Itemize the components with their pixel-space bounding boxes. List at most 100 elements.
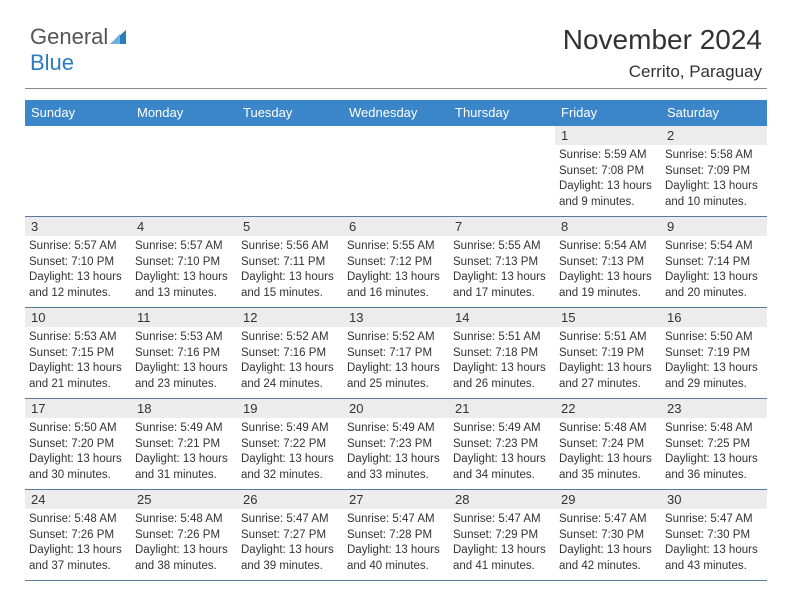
sunset-text: Sunset: 7:17 PM <box>347 346 445 362</box>
daylight-text: and 35 minutes. <box>559 468 657 484</box>
sunset-text: Sunset: 7:19 PM <box>559 346 657 362</box>
day-cell <box>131 126 237 216</box>
day-number: 3 <box>25 217 131 236</box>
sunrise-text: Sunrise: 5:55 AM <box>347 239 445 255</box>
daylight-text: Daylight: 13 hours <box>559 179 657 195</box>
sunrise-text: Sunrise: 5:48 AM <box>559 421 657 437</box>
calendar: Sunday Monday Tuesday Wednesday Thursday… <box>25 100 767 581</box>
day-cell: 19Sunrise: 5:49 AMSunset: 7:22 PMDayligh… <box>237 399 343 489</box>
sunrise-text: Sunrise: 5:53 AM <box>135 330 233 346</box>
logo-text-1: General <box>30 24 108 49</box>
daylight-text: Daylight: 13 hours <box>29 361 127 377</box>
sunset-text: Sunset: 7:20 PM <box>29 437 127 453</box>
daylight-text: and 15 minutes. <box>241 286 339 302</box>
day-cell: 22Sunrise: 5:48 AMSunset: 7:24 PMDayligh… <box>555 399 661 489</box>
day-number: 23 <box>661 399 767 418</box>
sunrise-text: Sunrise: 5:57 AM <box>29 239 127 255</box>
daylight-text: and 41 minutes. <box>453 559 551 575</box>
week-row: 17Sunrise: 5:50 AMSunset: 7:20 PMDayligh… <box>25 399 767 490</box>
sunrise-text: Sunrise: 5:47 AM <box>241 512 339 528</box>
day-number: 11 <box>131 308 237 327</box>
daylight-text: Daylight: 13 hours <box>135 543 233 559</box>
daylight-text: Daylight: 13 hours <box>29 452 127 468</box>
day-number: 30 <box>661 490 767 509</box>
sunrise-text: Sunrise: 5:47 AM <box>665 512 763 528</box>
sunrise-text: Sunrise: 5:53 AM <box>29 330 127 346</box>
daylight-text: and 9 minutes. <box>559 195 657 211</box>
day-number: 6 <box>343 217 449 236</box>
day-cell: 4Sunrise: 5:57 AMSunset: 7:10 PMDaylight… <box>131 217 237 307</box>
daylight-text: Daylight: 13 hours <box>241 543 339 559</box>
day-cell: 13Sunrise: 5:52 AMSunset: 7:17 PMDayligh… <box>343 308 449 398</box>
sunset-text: Sunset: 7:18 PM <box>453 346 551 362</box>
day-number: 21 <box>449 399 555 418</box>
daylight-text: Daylight: 13 hours <box>347 361 445 377</box>
sunrise-text: Sunrise: 5:48 AM <box>665 421 763 437</box>
day-cell: 28Sunrise: 5:47 AMSunset: 7:29 PMDayligh… <box>449 490 555 580</box>
daylight-text: and 34 minutes. <box>453 468 551 484</box>
sunset-text: Sunset: 7:16 PM <box>135 346 233 362</box>
sunset-text: Sunset: 7:09 PM <box>665 164 763 180</box>
daylight-text: and 38 minutes. <box>135 559 233 575</box>
sunset-text: Sunset: 7:25 PM <box>665 437 763 453</box>
sunset-text: Sunset: 7:19 PM <box>665 346 763 362</box>
daylight-text: Daylight: 13 hours <box>665 270 763 286</box>
daylight-text: and 30 minutes. <box>29 468 127 484</box>
daylight-text: and 27 minutes. <box>559 377 657 393</box>
daylight-text: Daylight: 13 hours <box>453 452 551 468</box>
daylight-text: and 20 minutes. <box>665 286 763 302</box>
sunrise-text: Sunrise: 5:48 AM <box>135 512 233 528</box>
daylight-text: Daylight: 13 hours <box>453 361 551 377</box>
day-number: 24 <box>25 490 131 509</box>
daylight-text: and 32 minutes. <box>241 468 339 484</box>
daylight-text: and 17 minutes. <box>453 286 551 302</box>
daylight-text: and 25 minutes. <box>347 377 445 393</box>
day-number: 9 <box>661 217 767 236</box>
sunset-text: Sunset: 7:23 PM <box>347 437 445 453</box>
day-number: 20 <box>343 399 449 418</box>
sunset-text: Sunset: 7:16 PM <box>241 346 339 362</box>
sunrise-text: Sunrise: 5:51 AM <box>559 330 657 346</box>
sunrise-text: Sunrise: 5:58 AM <box>665 148 763 164</box>
logo: General Blue <box>30 24 128 76</box>
day-cell: 27Sunrise: 5:47 AMSunset: 7:28 PMDayligh… <box>343 490 449 580</box>
day-number: 4 <box>131 217 237 236</box>
day-number: 1 <box>555 126 661 145</box>
sunset-text: Sunset: 7:15 PM <box>29 346 127 362</box>
day-number: 14 <box>449 308 555 327</box>
day-number: 13 <box>343 308 449 327</box>
daylight-text: and 37 minutes. <box>29 559 127 575</box>
day-number: 26 <box>237 490 343 509</box>
day-cell <box>449 126 555 216</box>
day-cell <box>237 126 343 216</box>
daylight-text: Daylight: 13 hours <box>559 452 657 468</box>
day-number: 12 <box>237 308 343 327</box>
day-cell: 17Sunrise: 5:50 AMSunset: 7:20 PMDayligh… <box>25 399 131 489</box>
sunrise-text: Sunrise: 5:49 AM <box>241 421 339 437</box>
sunrise-text: Sunrise: 5:57 AM <box>135 239 233 255</box>
day-cell: 18Sunrise: 5:49 AMSunset: 7:21 PMDayligh… <box>131 399 237 489</box>
dayname: Tuesday <box>237 100 343 126</box>
sunrise-text: Sunrise: 5:48 AM <box>29 512 127 528</box>
sunset-text: Sunset: 7:23 PM <box>453 437 551 453</box>
sunrise-text: Sunrise: 5:47 AM <box>453 512 551 528</box>
dayname: Sunday <box>25 100 131 126</box>
daylight-text: and 23 minutes. <box>135 377 233 393</box>
week-row: 10Sunrise: 5:53 AMSunset: 7:15 PMDayligh… <box>25 308 767 399</box>
week-row: 3Sunrise: 5:57 AMSunset: 7:10 PMDaylight… <box>25 217 767 308</box>
dayname: Thursday <box>449 100 555 126</box>
day-cell: 25Sunrise: 5:48 AMSunset: 7:26 PMDayligh… <box>131 490 237 580</box>
daylight-text: Daylight: 13 hours <box>135 452 233 468</box>
day-cell: 16Sunrise: 5:50 AMSunset: 7:19 PMDayligh… <box>661 308 767 398</box>
day-cell: 8Sunrise: 5:54 AMSunset: 7:13 PMDaylight… <box>555 217 661 307</box>
day-number: 25 <box>131 490 237 509</box>
daylight-text: Daylight: 13 hours <box>559 543 657 559</box>
sunrise-text: Sunrise: 5:51 AM <box>453 330 551 346</box>
day-number: 8 <box>555 217 661 236</box>
daylight-text: Daylight: 13 hours <box>559 270 657 286</box>
sunrise-text: Sunrise: 5:54 AM <box>559 239 657 255</box>
day-cell: 24Sunrise: 5:48 AMSunset: 7:26 PMDayligh… <box>25 490 131 580</box>
sunset-text: Sunset: 7:22 PM <box>241 437 339 453</box>
day-cell: 21Sunrise: 5:49 AMSunset: 7:23 PMDayligh… <box>449 399 555 489</box>
day-cell: 2Sunrise: 5:58 AMSunset: 7:09 PMDaylight… <box>661 126 767 216</box>
